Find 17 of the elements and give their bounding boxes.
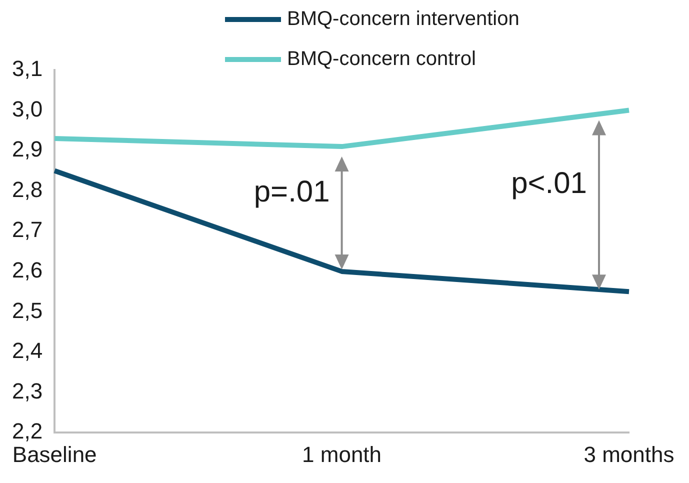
- y-tick-label: 3,0: [12, 96, 43, 122]
- y-tick-label: 2,2: [12, 418, 43, 444]
- y-tick-label: 2,3: [12, 378, 43, 404]
- x-tick-label: Baseline: [12, 442, 97, 467]
- y-tick-label: 2,4: [12, 338, 43, 364]
- y-tick-label: 2,9: [12, 136, 43, 162]
- x-tick-label: 1 month: [302, 442, 382, 467]
- y-tick-label: 2,7: [12, 217, 43, 242]
- y-tick-label: 2,6: [12, 258, 43, 283]
- legend-label: BMQ-concern intervention: [287, 8, 520, 30]
- annotation: p=.01: [254, 175, 330, 208]
- annotation: p<.01: [511, 167, 587, 200]
- legend-label: BMQ-concern control: [287, 48, 476, 70]
- x-tick-label: 3 months: [584, 442, 674, 467]
- y-tick-label: 2,8: [12, 176, 43, 202]
- y-tick-label: 3,1: [12, 56, 43, 82]
- y-tick-label: 2,5: [12, 298, 43, 323]
